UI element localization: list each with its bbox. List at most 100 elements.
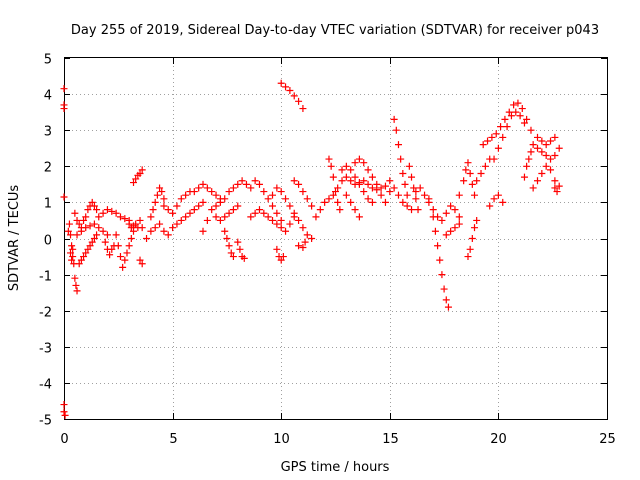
data-point xyxy=(308,235,316,242)
data-point xyxy=(412,195,420,203)
data-point xyxy=(229,184,237,192)
data-point xyxy=(325,195,333,203)
data-point xyxy=(455,213,463,221)
data-point xyxy=(67,249,75,257)
data-point xyxy=(90,235,98,242)
data-point xyxy=(130,179,138,187)
data-point xyxy=(86,222,94,230)
data-point xyxy=(497,123,505,131)
data-point xyxy=(464,159,472,167)
data-point xyxy=(325,155,333,163)
data-point xyxy=(499,133,507,141)
data-point xyxy=(451,206,459,214)
data-point xyxy=(73,231,81,239)
data-point xyxy=(160,202,168,210)
x-tick-label: 5 xyxy=(169,432,177,447)
data-point xyxy=(490,155,498,163)
data-point xyxy=(269,202,277,210)
data-point xyxy=(403,191,411,199)
data-point xyxy=(260,209,268,217)
data-point xyxy=(199,198,207,206)
data-point xyxy=(547,155,555,163)
data-point xyxy=(442,209,450,217)
data-point xyxy=(399,198,407,206)
data-point xyxy=(279,253,287,261)
data-point xyxy=(299,224,307,232)
data-point xyxy=(440,285,448,293)
data-point xyxy=(360,188,368,196)
data-point xyxy=(364,195,372,203)
data-point xyxy=(342,162,350,170)
data-point xyxy=(523,162,531,170)
data-point xyxy=(551,151,559,159)
data-point xyxy=(431,227,439,235)
data-point xyxy=(286,86,294,94)
data-point xyxy=(90,202,98,210)
data-point xyxy=(216,216,224,224)
data-point xyxy=(364,166,372,174)
data-point xyxy=(264,213,272,221)
data-point xyxy=(182,191,190,199)
data-point xyxy=(334,184,342,192)
data-point xyxy=(327,162,335,170)
data-point xyxy=(507,112,515,120)
data-point xyxy=(116,253,124,261)
data-point xyxy=(286,220,294,228)
data-point xyxy=(186,209,194,217)
data-point xyxy=(447,202,455,210)
data-point xyxy=(533,133,541,141)
data-point xyxy=(225,188,233,196)
data-point xyxy=(516,112,524,120)
plot-frame xyxy=(64,57,608,420)
data-point xyxy=(329,173,337,181)
data-point xyxy=(321,198,329,206)
data-point xyxy=(377,184,385,192)
data-point xyxy=(468,235,476,242)
data-point xyxy=(555,144,563,152)
data-point xyxy=(290,213,298,221)
chart-title: Day 255 of 2019, Sidereal Day-to-day VTE… xyxy=(71,23,599,38)
data-point xyxy=(277,256,285,264)
data-point xyxy=(80,216,88,224)
data-point xyxy=(434,242,442,250)
data-point xyxy=(412,188,420,196)
data-point xyxy=(503,123,511,131)
data-point xyxy=(225,242,233,250)
data-point xyxy=(338,177,346,185)
data-point xyxy=(125,220,133,228)
data-point xyxy=(125,242,133,250)
data-point xyxy=(442,296,450,304)
data-point xyxy=(164,231,172,239)
data-point xyxy=(173,202,181,210)
data-point xyxy=(69,253,77,261)
data-point xyxy=(527,126,535,134)
data-point xyxy=(405,162,413,170)
data-point xyxy=(132,175,140,183)
x-axis-label: GPS time / hours xyxy=(281,460,390,475)
data-point xyxy=(88,198,96,206)
data-point xyxy=(229,253,237,261)
data-point xyxy=(512,108,520,116)
y-tick-label: -5 xyxy=(39,414,52,429)
data-point xyxy=(529,184,537,192)
data-point xyxy=(510,101,518,109)
x-tick-label: 0 xyxy=(60,432,68,447)
data-point xyxy=(368,198,376,206)
data-point xyxy=(525,155,533,163)
y-tick-label: 5 xyxy=(44,53,52,68)
data-point xyxy=(84,245,92,253)
data-point xyxy=(303,231,311,239)
data-point xyxy=(71,274,79,282)
y-tick-label: -2 xyxy=(39,306,52,321)
y-tick-label: 0 xyxy=(44,234,52,249)
data-point xyxy=(355,155,363,163)
data-point xyxy=(77,227,85,235)
data-point xyxy=(386,177,394,185)
data-point xyxy=(394,191,402,199)
data-point xyxy=(462,166,470,174)
data-point xyxy=(408,206,416,214)
data-point xyxy=(273,220,281,228)
data-point xyxy=(381,198,389,206)
data-point xyxy=(60,401,68,409)
data-point xyxy=(488,133,496,141)
